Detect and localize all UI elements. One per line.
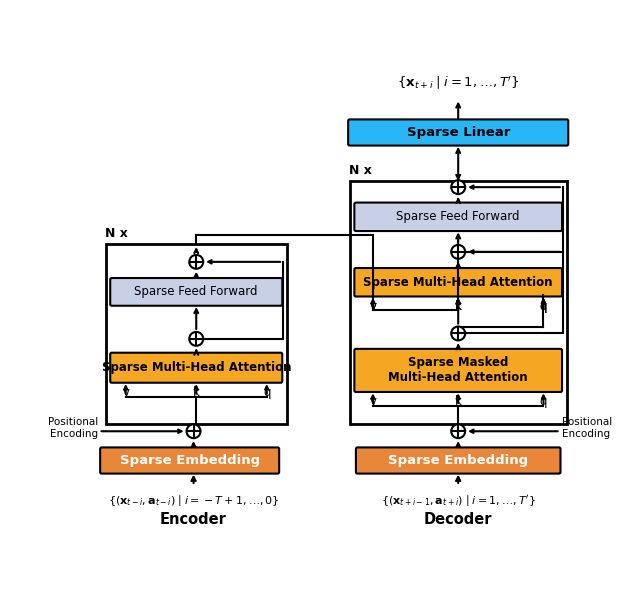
FancyBboxPatch shape xyxy=(348,120,568,146)
Text: Positional
Encoding: Positional Encoding xyxy=(49,417,99,439)
Text: Sparse Masked
Multi-Head Attention: Sparse Masked Multi-Head Attention xyxy=(388,356,528,384)
Text: Positional
Encoding: Positional Encoding xyxy=(562,417,612,439)
Text: v: v xyxy=(369,300,376,312)
Text: Sparse Feed Forward: Sparse Feed Forward xyxy=(134,285,258,298)
Text: $\{(\mathbf{x}_{t+i-1}, \mathbf{a}_{t+i}) \mid i = 1, \ldots, T^{\prime}\}$: $\{(\mathbf{x}_{t+i-1}, \mathbf{a}_{t+i}… xyxy=(381,493,536,508)
FancyBboxPatch shape xyxy=(110,353,282,382)
Text: q: q xyxy=(263,386,271,399)
Text: v: v xyxy=(122,386,129,399)
Text: N x: N x xyxy=(349,164,372,177)
Text: k: k xyxy=(193,386,200,399)
FancyBboxPatch shape xyxy=(355,203,562,231)
Circle shape xyxy=(451,180,465,194)
Text: Sparse Multi-Head Attention: Sparse Multi-Head Attention xyxy=(102,361,291,374)
FancyBboxPatch shape xyxy=(355,349,562,392)
Text: Sparse Feed Forward: Sparse Feed Forward xyxy=(396,210,520,223)
Circle shape xyxy=(189,255,204,269)
Circle shape xyxy=(187,425,200,438)
Circle shape xyxy=(451,326,465,340)
Circle shape xyxy=(451,425,465,438)
FancyBboxPatch shape xyxy=(356,447,561,473)
Text: k: k xyxy=(455,300,461,312)
Text: q: q xyxy=(540,300,547,312)
Text: Sparse Embedding: Sparse Embedding xyxy=(388,454,528,467)
Text: q: q xyxy=(540,300,547,312)
Text: Sparse Embedding: Sparse Embedding xyxy=(120,454,260,467)
Bar xyxy=(106,244,287,423)
Text: Sparse Multi-Head Attention: Sparse Multi-Head Attention xyxy=(364,276,553,289)
FancyBboxPatch shape xyxy=(100,447,279,473)
Text: k: k xyxy=(455,395,461,408)
Text: k: k xyxy=(455,300,461,312)
Text: N x: N x xyxy=(105,228,127,240)
Circle shape xyxy=(451,245,465,259)
Text: q: q xyxy=(540,395,547,408)
Circle shape xyxy=(189,332,204,346)
Text: v: v xyxy=(369,395,376,408)
Bar xyxy=(349,181,566,423)
Text: Sparse Linear: Sparse Linear xyxy=(406,126,510,139)
Text: Decoder: Decoder xyxy=(424,512,492,527)
Text: v: v xyxy=(369,300,376,312)
Text: $\{(\mathbf{x}_{t-i}, \mathbf{a}_{t-i}) \mid i = -T+1, \ldots, 0\}$: $\{(\mathbf{x}_{t-i}, \mathbf{a}_{t-i}) … xyxy=(108,493,280,508)
Text: $\{\mathbf{x}_{t+i} \mid i = 1, \ldots, T^{\prime}\}$: $\{\mathbf{x}_{t+i} \mid i = 1, \ldots, … xyxy=(397,76,520,93)
Text: Encoder: Encoder xyxy=(160,512,227,527)
FancyBboxPatch shape xyxy=(110,278,282,306)
FancyBboxPatch shape xyxy=(355,268,562,296)
